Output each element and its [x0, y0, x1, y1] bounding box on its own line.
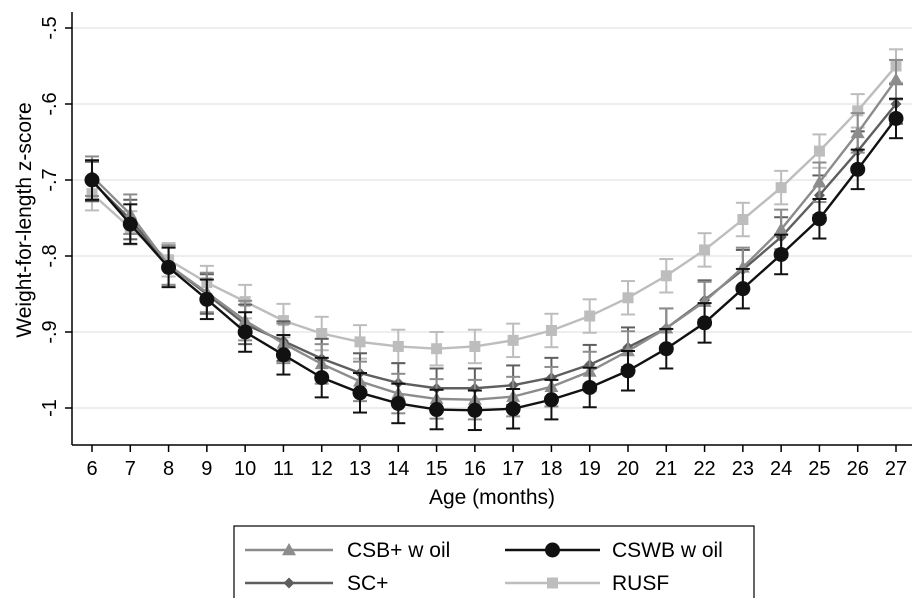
x-tick-label: 26	[847, 458, 869, 480]
data-series	[84, 48, 904, 432]
data-point	[584, 310, 596, 322]
data-point	[507, 334, 519, 346]
data-point	[84, 172, 100, 188]
x-tick-label: 25	[808, 458, 830, 480]
data-point	[697, 315, 713, 331]
x-tick-label: 9	[201, 458, 212, 480]
legend-box	[233, 525, 755, 598]
data-point	[699, 244, 711, 256]
data-point	[505, 401, 521, 417]
data-point	[658, 341, 674, 357]
data-point	[199, 291, 215, 307]
x-tick-label: 11	[273, 458, 294, 480]
x-tick-label: 24	[770, 458, 792, 480]
legend-item: CSWB w oil	[505, 539, 723, 562]
x-tick-label: 27	[885, 458, 907, 480]
data-point	[237, 324, 253, 340]
x-tick-label: 18	[540, 458, 562, 480]
x-tick-label: 12	[311, 458, 333, 480]
series-line	[91, 103, 897, 390]
x-axis-title: Age (months)	[429, 486, 555, 509]
x-tick-label: 14	[387, 458, 409, 480]
data-point	[735, 281, 751, 297]
tick-labels: -1 -.9 -.8 -.7 -.6 -.5 6 7 8 9 10 11 12 13 14 15 16 17 18 1…	[39, 16, 907, 480]
data-point	[354, 336, 366, 348]
data-point	[850, 161, 866, 177]
legend-items: CSB+ w oil CSWB w oil SC+ RUSF	[245, 539, 723, 595]
legend-item: CSB+ w oil	[245, 539, 450, 562]
data-point	[774, 222, 789, 235]
y-tick-label: -.8	[39, 244, 61, 267]
x-tick-label: 8	[163, 458, 174, 480]
data-point	[622, 292, 634, 304]
x-tick-label: 13	[349, 458, 371, 480]
data-point	[314, 370, 330, 386]
x-tick-label: 19	[579, 458, 601, 480]
x-tick-label: 17	[502, 458, 524, 480]
data-point	[811, 211, 827, 227]
data-point	[122, 216, 138, 232]
data-point	[813, 145, 825, 157]
y-tick-label: -.6	[39, 92, 61, 115]
data-point	[469, 340, 481, 352]
data-point	[467, 402, 483, 418]
data-point	[390, 395, 406, 411]
data-point	[852, 105, 864, 117]
data-point	[316, 328, 328, 340]
x-tick-label: 7	[125, 458, 136, 480]
data-point	[812, 175, 827, 188]
legend-label: CSWB w oil	[612, 539, 723, 562]
data-point	[161, 259, 177, 275]
data-point	[775, 182, 787, 194]
legend-marker	[283, 577, 295, 589]
data-point	[275, 347, 291, 363]
data-point	[889, 72, 903, 85]
data-point	[392, 340, 404, 352]
legend-marker	[545, 542, 560, 558]
data-point	[737, 214, 749, 226]
y-tick-label: -1	[39, 399, 61, 417]
legend-label: SC+	[347, 572, 388, 595]
axes	[71, 12, 912, 446]
gridlines	[72, 27, 912, 409]
legend-label: RUSF	[612, 572, 669, 595]
legend: CSB+ w oil CSWB w oil SC+ RUSF	[233, 525, 755, 598]
data-point	[773, 246, 789, 262]
y-tick-label: -.9	[39, 320, 61, 343]
data-point	[431, 343, 443, 355]
legend-label: CSB+ w oil	[347, 539, 450, 562]
data-point	[620, 363, 636, 379]
series-line	[91, 65, 897, 350]
series-line	[91, 117, 897, 412]
x-tick-label: 23	[732, 458, 754, 480]
y-axis-title: Weight-for-length z-score	[13, 102, 36, 337]
data-point	[543, 392, 559, 408]
series-cswb-w-oil	[84, 97, 904, 432]
data-point	[582, 379, 598, 395]
legend-marker	[547, 577, 558, 589]
legend-item: SC+	[245, 572, 388, 595]
x-tick-label: 22	[693, 458, 715, 480]
x-tick-label: 15	[425, 458, 447, 480]
data-point	[545, 324, 557, 336]
x-tick-label: 16	[464, 458, 486, 480]
data-point	[659, 321, 674, 334]
data-point	[850, 125, 865, 139]
legend-marker	[282, 543, 296, 556]
x-tick-label: 20	[617, 458, 639, 480]
y-tick-label: -.7	[39, 168, 61, 191]
data-point	[352, 385, 368, 401]
data-point	[429, 402, 445, 418]
x-tick-label: 10	[234, 458, 256, 480]
data-point	[888, 110, 904, 126]
series-line	[91, 78, 897, 401]
legend-item: RUSF	[505, 572, 669, 595]
x-tick-label: 6	[86, 458, 97, 480]
data-point	[660, 270, 672, 282]
y-tick-label: -.5	[39, 16, 61, 39]
x-tick-label: 21	[655, 458, 677, 480]
